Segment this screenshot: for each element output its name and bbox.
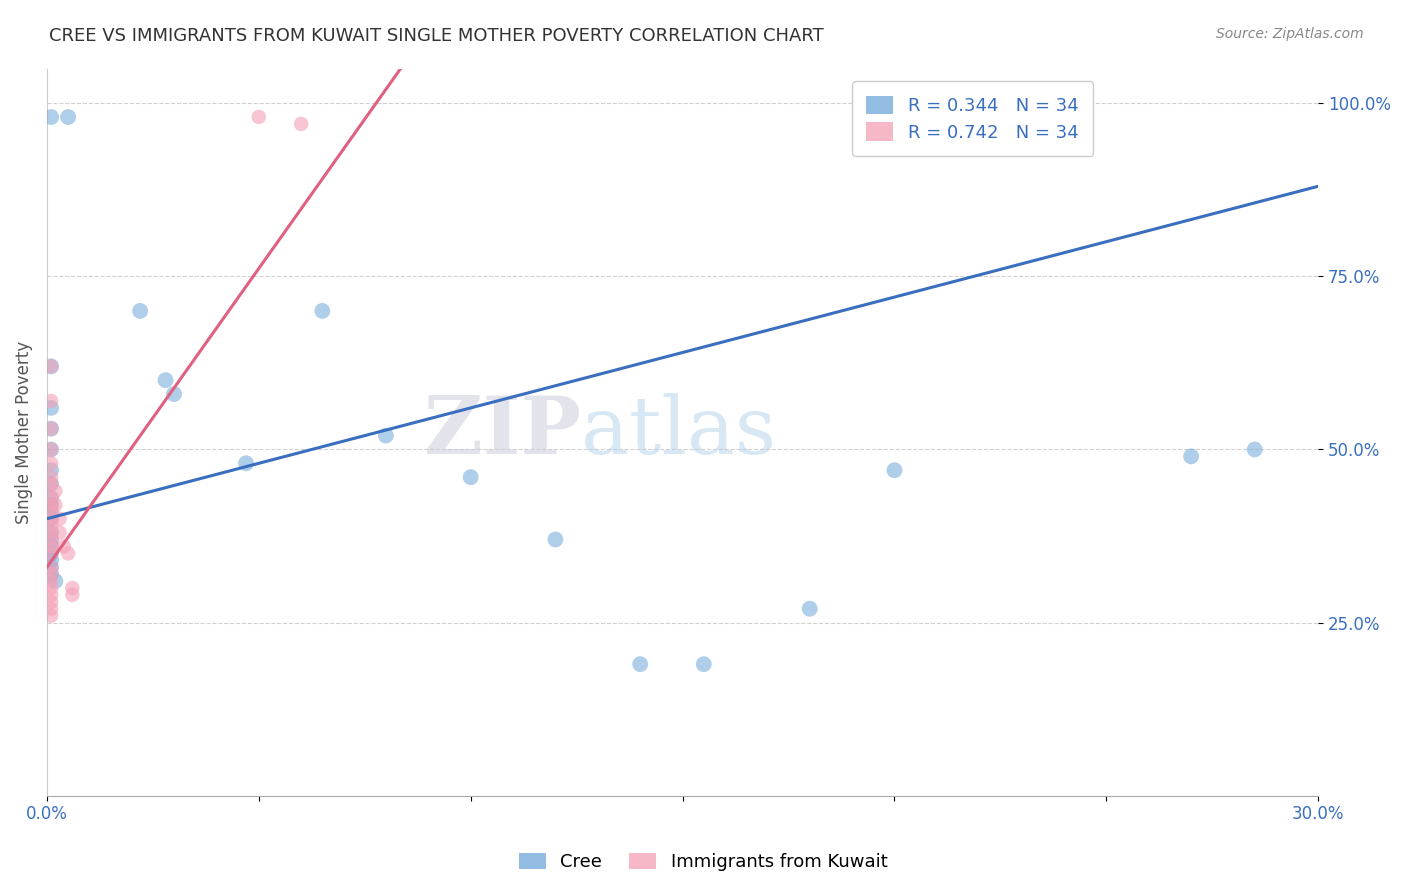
Point bbox=[39, 470, 62, 484]
Point bbox=[39, 595, 62, 609]
Point bbox=[693, 657, 716, 672]
Point bbox=[39, 442, 62, 457]
Point bbox=[311, 304, 333, 318]
Point bbox=[39, 491, 62, 505]
Point bbox=[39, 560, 62, 574]
Point bbox=[60, 588, 83, 602]
Point bbox=[883, 463, 905, 477]
Point bbox=[56, 546, 79, 560]
Point bbox=[52, 540, 75, 554]
Point bbox=[39, 560, 62, 574]
Point bbox=[39, 442, 62, 457]
Point bbox=[1243, 442, 1265, 457]
Point bbox=[39, 540, 62, 554]
Point bbox=[799, 601, 821, 615]
Point bbox=[129, 304, 152, 318]
Text: Source: ZipAtlas.com: Source: ZipAtlas.com bbox=[1216, 27, 1364, 41]
Point bbox=[48, 512, 70, 526]
Point bbox=[39, 581, 62, 595]
Point bbox=[39, 546, 62, 560]
Point bbox=[44, 498, 66, 512]
Point bbox=[56, 110, 79, 124]
Point bbox=[163, 387, 186, 401]
Point bbox=[247, 110, 270, 124]
Point bbox=[39, 533, 62, 547]
Text: ZIP: ZIP bbox=[423, 393, 581, 471]
Point bbox=[39, 567, 62, 582]
Point bbox=[39, 463, 62, 477]
Point bbox=[155, 373, 177, 387]
Point bbox=[48, 525, 70, 540]
Point bbox=[39, 525, 62, 540]
Point bbox=[628, 657, 651, 672]
Point bbox=[39, 394, 62, 409]
Legend: Cree, Immigrants from Kuwait: Cree, Immigrants from Kuwait bbox=[512, 846, 894, 879]
Point bbox=[39, 574, 62, 588]
Point bbox=[39, 477, 62, 491]
Point bbox=[39, 567, 62, 582]
Point bbox=[39, 533, 62, 547]
Point bbox=[235, 456, 257, 470]
Point bbox=[39, 498, 62, 512]
Point bbox=[39, 505, 62, 519]
Point bbox=[44, 574, 66, 588]
Point bbox=[39, 540, 62, 554]
Point bbox=[39, 110, 62, 124]
Point bbox=[39, 456, 62, 470]
Point bbox=[39, 505, 62, 519]
Point bbox=[60, 581, 83, 595]
Point bbox=[39, 359, 62, 374]
Point bbox=[39, 546, 62, 560]
Point bbox=[39, 588, 62, 602]
Point bbox=[374, 428, 396, 442]
Point bbox=[39, 477, 62, 491]
Point bbox=[39, 401, 62, 415]
Y-axis label: Single Mother Poverty: Single Mother Poverty bbox=[15, 341, 32, 524]
Point bbox=[39, 359, 62, 374]
Point bbox=[290, 117, 312, 131]
Point bbox=[39, 608, 62, 623]
Point bbox=[460, 470, 482, 484]
Text: atlas: atlas bbox=[581, 393, 776, 471]
Text: CREE VS IMMIGRANTS FROM KUWAIT SINGLE MOTHER POVERTY CORRELATION CHART: CREE VS IMMIGRANTS FROM KUWAIT SINGLE MO… bbox=[49, 27, 824, 45]
Point bbox=[39, 525, 62, 540]
Point bbox=[39, 512, 62, 526]
Point bbox=[39, 553, 62, 567]
Point bbox=[39, 512, 62, 526]
Point bbox=[39, 498, 62, 512]
Point bbox=[39, 491, 62, 505]
Point bbox=[544, 533, 567, 547]
Point bbox=[39, 601, 62, 615]
Point bbox=[39, 422, 62, 436]
Point bbox=[44, 483, 66, 498]
Point bbox=[39, 422, 62, 436]
Point bbox=[1180, 450, 1202, 464]
Point bbox=[39, 518, 62, 533]
Legend: R = 0.344   N = 34, R = 0.742   N = 34: R = 0.344 N = 34, R = 0.742 N = 34 bbox=[852, 81, 1092, 156]
